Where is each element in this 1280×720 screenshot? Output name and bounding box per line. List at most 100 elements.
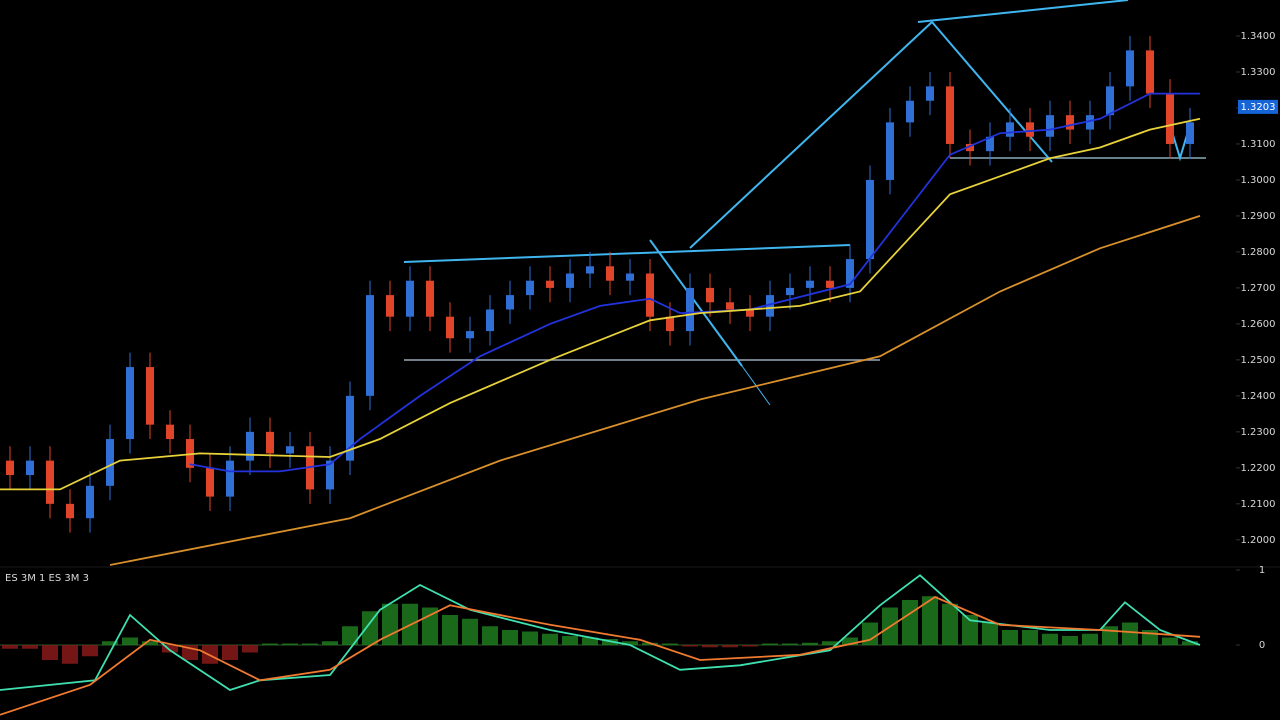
candle-body — [606, 266, 614, 281]
candle-body — [6, 460, 14, 476]
candle-body — [526, 280, 534, 296]
y-tick-label: 0 — [1259, 640, 1265, 651]
indicator-line — [109, 215, 1201, 566]
candle-body — [366, 295, 374, 396]
candle-body — [886, 122, 894, 180]
histogram-bar — [622, 641, 638, 645]
histogram-bar — [322, 641, 338, 645]
trend-line — [689, 21, 933, 249]
histogram-bar — [902, 600, 918, 645]
candle-body — [946, 86, 954, 144]
y-tick-label: 1 — [1259, 565, 1265, 576]
histogram-bar — [862, 622, 878, 645]
candle-body — [26, 460, 34, 476]
candle-body — [686, 287, 694, 332]
histogram-bar — [1042, 633, 1058, 645]
histogram-bar — [1102, 626, 1118, 645]
histogram-bar — [2, 645, 18, 649]
candle-body — [786, 287, 794, 296]
histogram-bar — [802, 642, 818, 645]
candle-body — [426, 280, 434, 317]
histogram-bar — [162, 645, 178, 653]
candle-body — [566, 273, 574, 288]
trend-line — [649, 239, 743, 367]
histogram-bar — [262, 643, 278, 645]
histogram-bar — [1122, 622, 1138, 645]
histogram-bar — [1062, 636, 1078, 645]
histogram-bar — [682, 645, 698, 647]
candle-body — [386, 295, 394, 317]
last-price-label: 1.3203 — [1241, 102, 1276, 113]
last-price-box — [1238, 99, 1278, 114]
candle-body — [1186, 122, 1194, 144]
y-tick-label: 1.2200 — [1241, 463, 1276, 474]
y-tick-label: 1.3300 — [1241, 67, 1276, 78]
candle-body — [506, 295, 514, 310]
candle-body — [626, 273, 634, 281]
histogram-bar — [282, 643, 298, 645]
histogram-bar — [842, 637, 858, 645]
histogram-bar — [302, 643, 318, 645]
histogram-bar — [22, 645, 38, 649]
histogram-bar — [942, 603, 958, 645]
y-tick-label: 1.2400 — [1241, 391, 1276, 402]
histogram-bar — [502, 630, 518, 645]
histogram-bar — [962, 615, 978, 645]
candle-body — [286, 446, 294, 454]
candle-body — [46, 460, 54, 504]
candle-body — [266, 431, 274, 454]
candle-body — [486, 309, 494, 332]
candle-body — [146, 367, 154, 425]
candle-body — [1046, 115, 1054, 137]
candle-body — [1106, 86, 1114, 116]
candle-body — [746, 309, 754, 317]
histogram-bar — [542, 633, 558, 645]
y-tick-label: 1.2700 — [1241, 283, 1276, 294]
candle-body — [1066, 115, 1074, 130]
histogram-bar — [982, 622, 998, 645]
y-tick-label: 1.2100 — [1241, 499, 1276, 510]
histogram-bar — [762, 643, 778, 645]
candle-body — [1086, 115, 1094, 130]
histogram-bar — [482, 626, 498, 645]
candle-body — [406, 280, 414, 317]
indicator-line — [0, 117, 1201, 491]
trend-line — [403, 244, 851, 263]
candle-body — [1146, 50, 1154, 94]
y-tick-label: 1.2000 — [1241, 535, 1276, 546]
candle-body — [466, 331, 474, 339]
candle-body — [866, 179, 874, 260]
y-tick-label: 1.2900 — [1241, 211, 1276, 222]
y-tick-label: 1.2300 — [1241, 427, 1276, 438]
histogram-bar — [1022, 630, 1038, 645]
candle-body — [206, 467, 214, 497]
histogram-bar — [522, 631, 538, 645]
histogram-bar — [442, 615, 458, 645]
candle-body — [666, 316, 674, 332]
histogram-bar — [742, 645, 758, 647]
candle-body — [166, 424, 174, 440]
indicator-line — [0, 574, 1201, 691]
candle-body — [906, 100, 914, 123]
histogram-bar — [102, 641, 118, 645]
histogram-bar — [782, 643, 798, 645]
y-tick-label: 1.3000 — [1241, 175, 1276, 186]
histogram-bar — [382, 603, 398, 645]
histogram-bar — [242, 645, 258, 653]
histogram-bar — [82, 645, 98, 657]
histogram-bar — [1082, 633, 1098, 645]
histogram-bar — [722, 645, 738, 648]
indicator-title: ES 3M 1 ES 3M 3 — [5, 573, 89, 584]
histogram-bar — [562, 636, 578, 645]
histogram-bar — [462, 618, 478, 645]
histogram-bar — [662, 643, 678, 645]
candle-body — [1126, 50, 1134, 87]
candle-body — [646, 273, 654, 317]
y-tick-label: 1.2600 — [1241, 319, 1276, 330]
candle-body — [446, 316, 454, 339]
candle-body — [926, 86, 934, 101]
histogram-bar — [1002, 630, 1018, 645]
trend-line — [917, 0, 1129, 23]
